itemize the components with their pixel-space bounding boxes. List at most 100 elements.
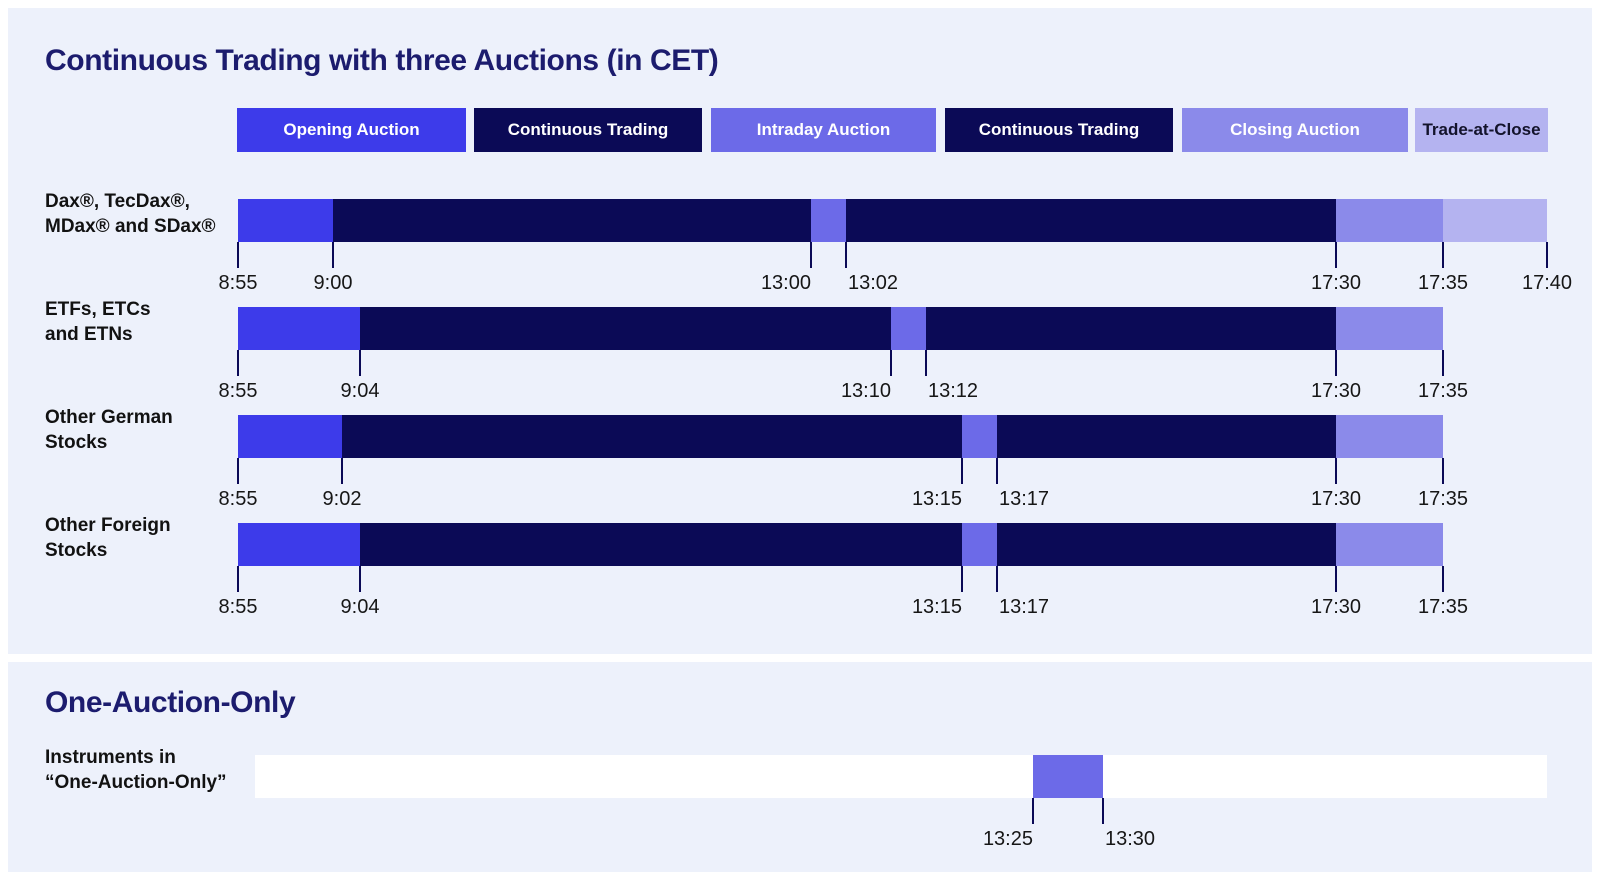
segment-closing bbox=[1336, 199, 1443, 242]
tick-mark bbox=[1442, 566, 1444, 592]
tick-mark bbox=[961, 458, 963, 484]
tick-label: 8:55 bbox=[218, 272, 258, 294]
row-label-line: MDax® and SDax® bbox=[45, 216, 216, 237]
tick-label: 17:35 bbox=[1417, 272, 1469, 294]
segment-continuous bbox=[997, 523, 1336, 566]
tick-label: 13:15 bbox=[911, 488, 962, 510]
tick-label: 17:30 bbox=[1310, 272, 1362, 294]
row-label-line: ETFs, ETCs bbox=[45, 299, 151, 320]
section-title-continuous-trading: Continuous Trading with three Auctions (… bbox=[45, 44, 719, 77]
tick-mark bbox=[359, 350, 361, 376]
row-label-etfs-etcs-and-etns: ETFs, ETCs and ETNs bbox=[45, 297, 151, 347]
tick-label: 13:12 bbox=[928, 380, 979, 402]
legend-item-opening-auction: Opening Auction bbox=[237, 108, 466, 152]
tick-mark bbox=[925, 350, 927, 376]
legend-item-closing-auction: Closing Auction bbox=[1182, 108, 1408, 152]
tick-mark bbox=[996, 458, 998, 484]
tick-mark bbox=[1335, 566, 1337, 592]
tick-label: 13:15 bbox=[911, 596, 962, 618]
row-label-line: Instruments in bbox=[45, 747, 176, 768]
legend-item-continuous-trading: Continuous Trading bbox=[945, 108, 1173, 152]
tick-mark bbox=[1442, 242, 1444, 268]
row-label-other-foreign-stocks: Other Foreign Stocks bbox=[45, 513, 171, 563]
legend-item-intraday-auction: Intraday Auction bbox=[711, 108, 936, 152]
segment-intraday bbox=[962, 523, 997, 566]
row-label-line: Stocks bbox=[45, 432, 108, 453]
segment-closing bbox=[1336, 415, 1443, 458]
segment-continuous bbox=[342, 415, 962, 458]
segment-opening bbox=[238, 199, 333, 242]
tick-label: 17:35 bbox=[1417, 380, 1469, 402]
segment-closing bbox=[1336, 523, 1443, 566]
row-label-line: Other Foreign bbox=[45, 515, 171, 536]
tick-mark bbox=[890, 350, 892, 376]
row-label-line: Other German bbox=[45, 407, 173, 428]
segment-one_auction bbox=[1033, 755, 1103, 798]
tick-mark bbox=[1442, 350, 1444, 376]
segment-closing bbox=[1336, 307, 1443, 350]
tick-mark bbox=[1102, 798, 1104, 824]
segment-opening bbox=[238, 523, 360, 566]
tick-mark bbox=[1546, 242, 1548, 268]
tick-mark bbox=[961, 566, 963, 592]
section-title-one-auction-only: One-Auction-Only bbox=[45, 686, 296, 719]
timeline-track bbox=[255, 755, 1547, 798]
tick-label: 17:35 bbox=[1417, 596, 1469, 618]
tick-label: 17:30 bbox=[1310, 380, 1362, 402]
tick-label: 13:00 bbox=[760, 272, 811, 294]
tick-label: 13:02 bbox=[848, 272, 899, 294]
tick-mark bbox=[1442, 458, 1444, 484]
tick-label: 8:55 bbox=[218, 596, 258, 618]
segment-intraday bbox=[962, 415, 997, 458]
tick-mark bbox=[332, 242, 334, 268]
tick-label: 17:35 bbox=[1417, 488, 1469, 510]
tick-label: 17:40 bbox=[1521, 272, 1573, 294]
segment-intraday bbox=[811, 199, 846, 242]
segment-continuous bbox=[333, 199, 811, 242]
tick-mark bbox=[1032, 798, 1034, 824]
legend-item-continuous-trading: Continuous Trading bbox=[474, 108, 702, 152]
tick-mark bbox=[996, 566, 998, 592]
row-label-other-german-stocks: Other German Stocks bbox=[45, 405, 173, 455]
tick-label: 13:10 bbox=[840, 380, 891, 402]
tick-mark bbox=[1335, 350, 1337, 376]
row-label-line: Stocks bbox=[45, 540, 108, 561]
segment-continuous bbox=[997, 415, 1336, 458]
tick-label: 13:17 bbox=[999, 596, 1050, 618]
tick-label: 9:02 bbox=[322, 488, 362, 510]
segment-intraday bbox=[891, 307, 926, 350]
tick-mark bbox=[237, 566, 239, 592]
tick-mark bbox=[237, 242, 239, 268]
row-label-instruments-in-one-auction-only: Instruments in “One-Auction-Only” bbox=[45, 745, 227, 795]
tick-label: 9:00 bbox=[313, 272, 353, 294]
segment-opening bbox=[238, 415, 342, 458]
tick-mark bbox=[341, 458, 343, 484]
row-label-line: Dax®, TecDax®, bbox=[45, 191, 190, 212]
segment-continuous bbox=[360, 523, 962, 566]
tick-label: 13:25 bbox=[982, 828, 1033, 850]
tick-mark bbox=[359, 566, 361, 592]
tick-label: 17:30 bbox=[1310, 596, 1362, 618]
segment-trade_at_close bbox=[1443, 199, 1547, 242]
tick-mark bbox=[237, 458, 239, 484]
tick-mark bbox=[237, 350, 239, 376]
tick-label: 13:30 bbox=[1105, 828, 1156, 850]
row-label-line: and ETNs bbox=[45, 324, 133, 345]
segment-continuous bbox=[926, 307, 1336, 350]
legend-item-trade-at-close: Trade-at-Close bbox=[1415, 108, 1548, 152]
tick-mark bbox=[1335, 458, 1337, 484]
tick-label: 9:04 bbox=[340, 380, 380, 402]
tick-label: 8:55 bbox=[218, 488, 258, 510]
tick-label: 13:17 bbox=[999, 488, 1050, 510]
tick-mark bbox=[810, 242, 812, 268]
row-label-line: “One-Auction-Only” bbox=[45, 772, 227, 793]
segment-opening bbox=[238, 307, 360, 350]
tick-mark bbox=[845, 242, 847, 268]
tick-label: 8:55 bbox=[218, 380, 258, 402]
segment-continuous bbox=[360, 307, 891, 350]
tick-label: 9:04 bbox=[340, 596, 380, 618]
segment-continuous bbox=[846, 199, 1336, 242]
tick-label: 17:30 bbox=[1310, 488, 1362, 510]
row-label-dax-tecdax-mdax-and-sdax: Dax®, TecDax®, MDax® and SDax® bbox=[45, 189, 216, 239]
